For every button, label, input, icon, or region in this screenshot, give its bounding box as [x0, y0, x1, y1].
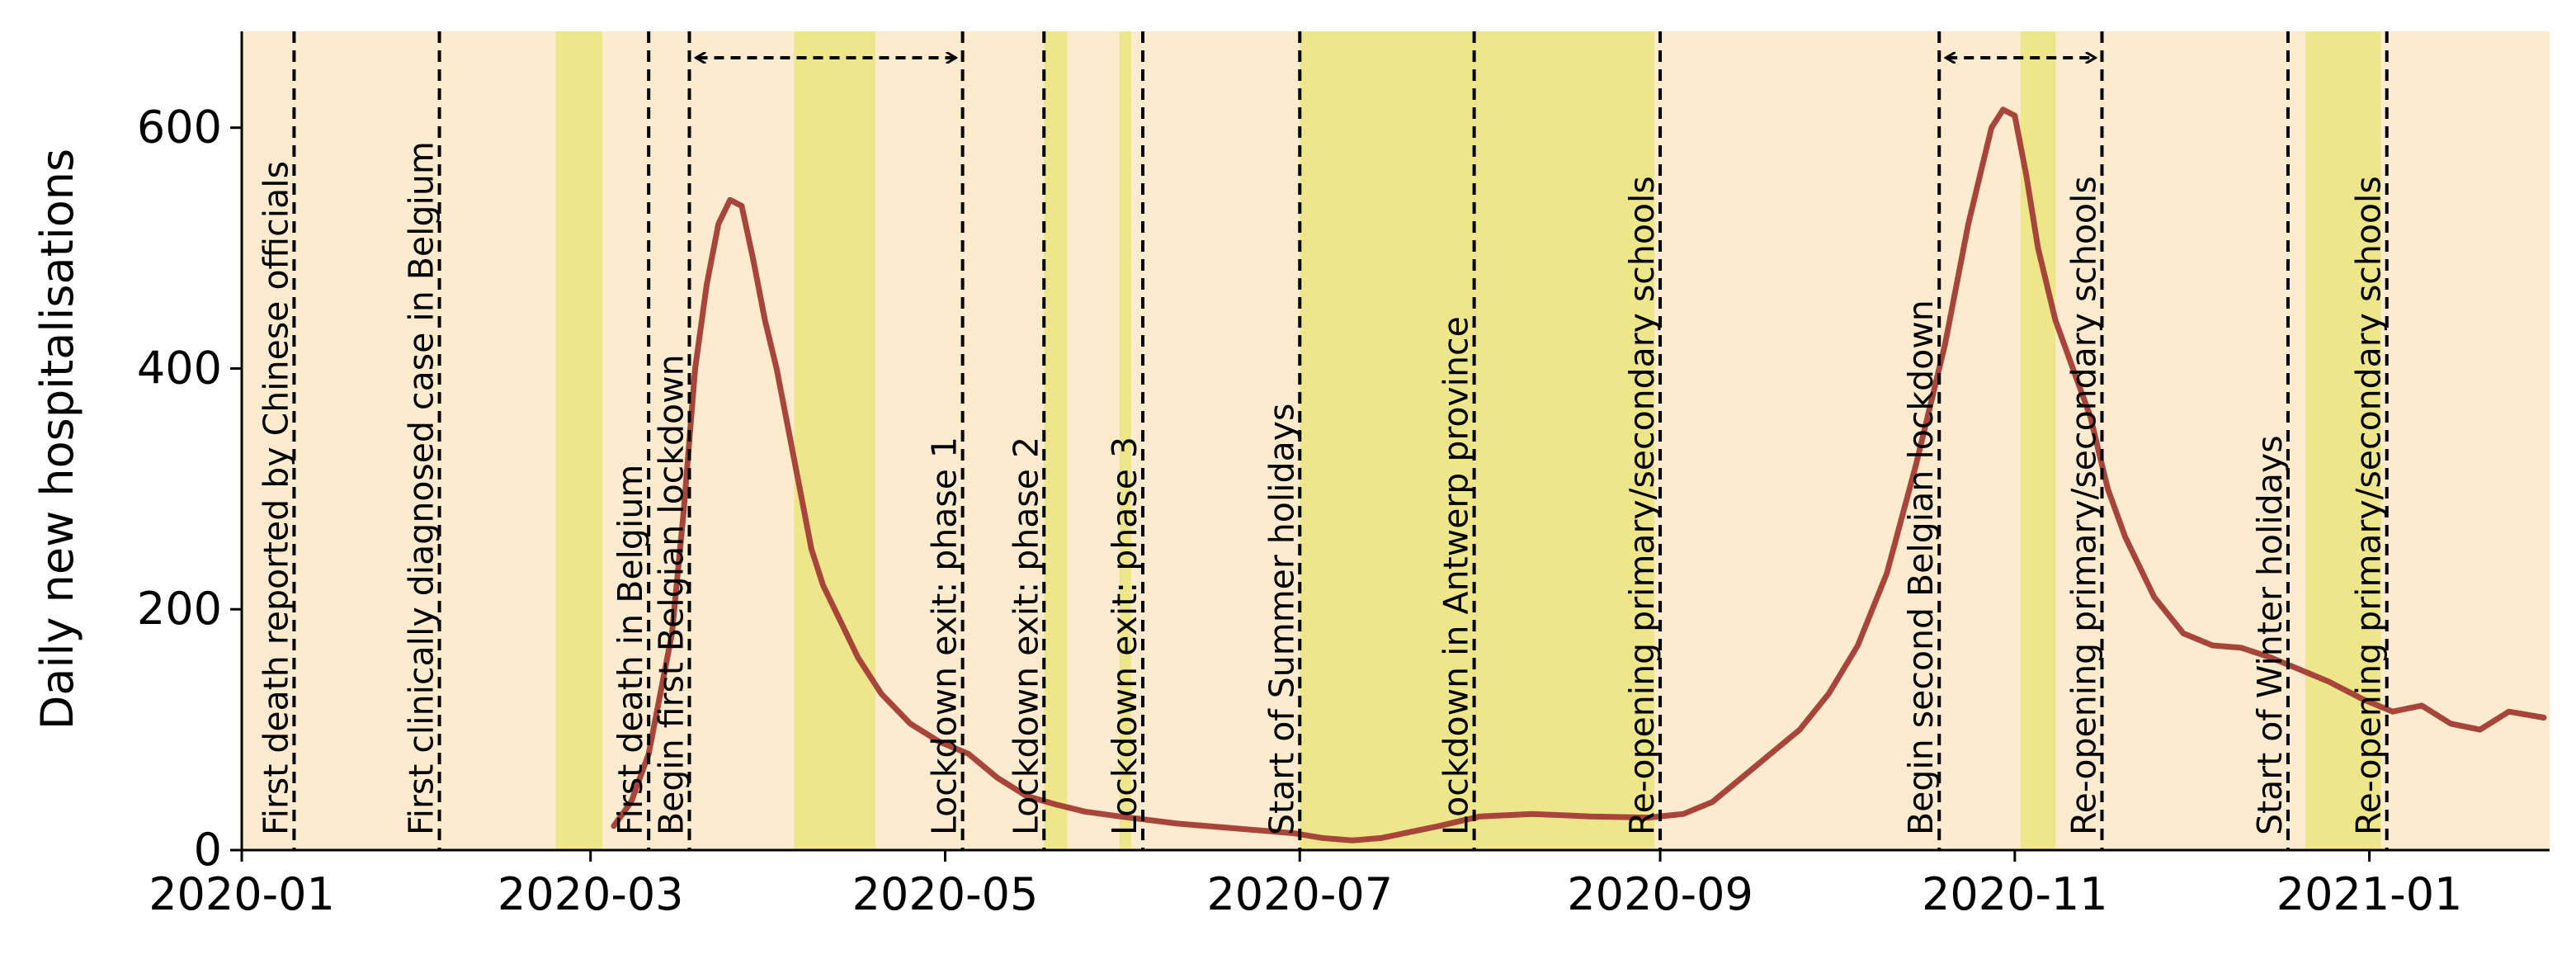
- event-label: Begin second Belgian lockdown: [1901, 300, 1941, 835]
- y-tick-label: 0: [194, 824, 222, 876]
- y-tick-label: 600: [137, 102, 222, 154]
- series-layer: [611, 106, 2547, 844]
- series-line: [611, 106, 2547, 844]
- x-tick-label: 2021-01: [2276, 868, 2463, 920]
- highlight-band: [2305, 31, 2381, 850]
- x-tick-label: 2020-11: [1922, 868, 2108, 920]
- highlight-band: [1044, 31, 1068, 850]
- y-tick-label: 200: [137, 583, 222, 635]
- event-label: Begin first Belgian lockdown: [652, 354, 691, 835]
- background-bands: [242, 31, 2550, 850]
- x-tick-label: 2020-03: [498, 868, 684, 920]
- y-axis-title: Daily new hospitalisations: [31, 149, 83, 730]
- event-label: Re-opening primary/secondary schools: [1622, 176, 1662, 835]
- highlight-band: [1119, 31, 1131, 850]
- event-label: First clinically diagnosed case in Belgi…: [402, 141, 441, 835]
- axes: 0 200 400 600 2020-01 2020-03 2020-05 2020-07 20…: [137, 31, 2550, 920]
- x-tick-label: 2020-07: [1206, 868, 1393, 920]
- x-tick-label: 2020-01: [149, 868, 335, 920]
- highlight-band: [555, 31, 602, 850]
- event-label: Start of Winter holidays: [2250, 435, 2290, 835]
- event-label: Re-opening primary/secondary schools: [2064, 176, 2104, 835]
- highlight-band: [2020, 31, 2056, 850]
- event-label: First death reported by Chinese official…: [256, 161, 295, 835]
- event-label: Lockdown exit: phase 1: [925, 437, 965, 835]
- event-label: Start of Summer holidays: [1262, 404, 1301, 835]
- event-label: First death in Belgium: [611, 465, 650, 835]
- event-label: Lockdown in Antwerp province: [1437, 316, 1476, 835]
- x-tick-label: 2020-09: [1567, 868, 1753, 920]
- event-label: Re-opening primary/secondary schools: [2349, 176, 2389, 835]
- plot-area: First death reported by Chinese official…: [242, 31, 2550, 850]
- event-label: Lockdown exit: phase 2: [1006, 437, 1045, 835]
- y-tick-label: 400: [137, 342, 222, 394]
- event-markers: First death reported by Chinese official…: [256, 31, 2389, 850]
- highlight-band: [794, 31, 875, 850]
- x-tick-label: 2020-05: [852, 868, 1039, 920]
- highlight-band: [1300, 31, 1655, 850]
- event-label: Lockdown exit: phase 3: [1105, 437, 1144, 835]
